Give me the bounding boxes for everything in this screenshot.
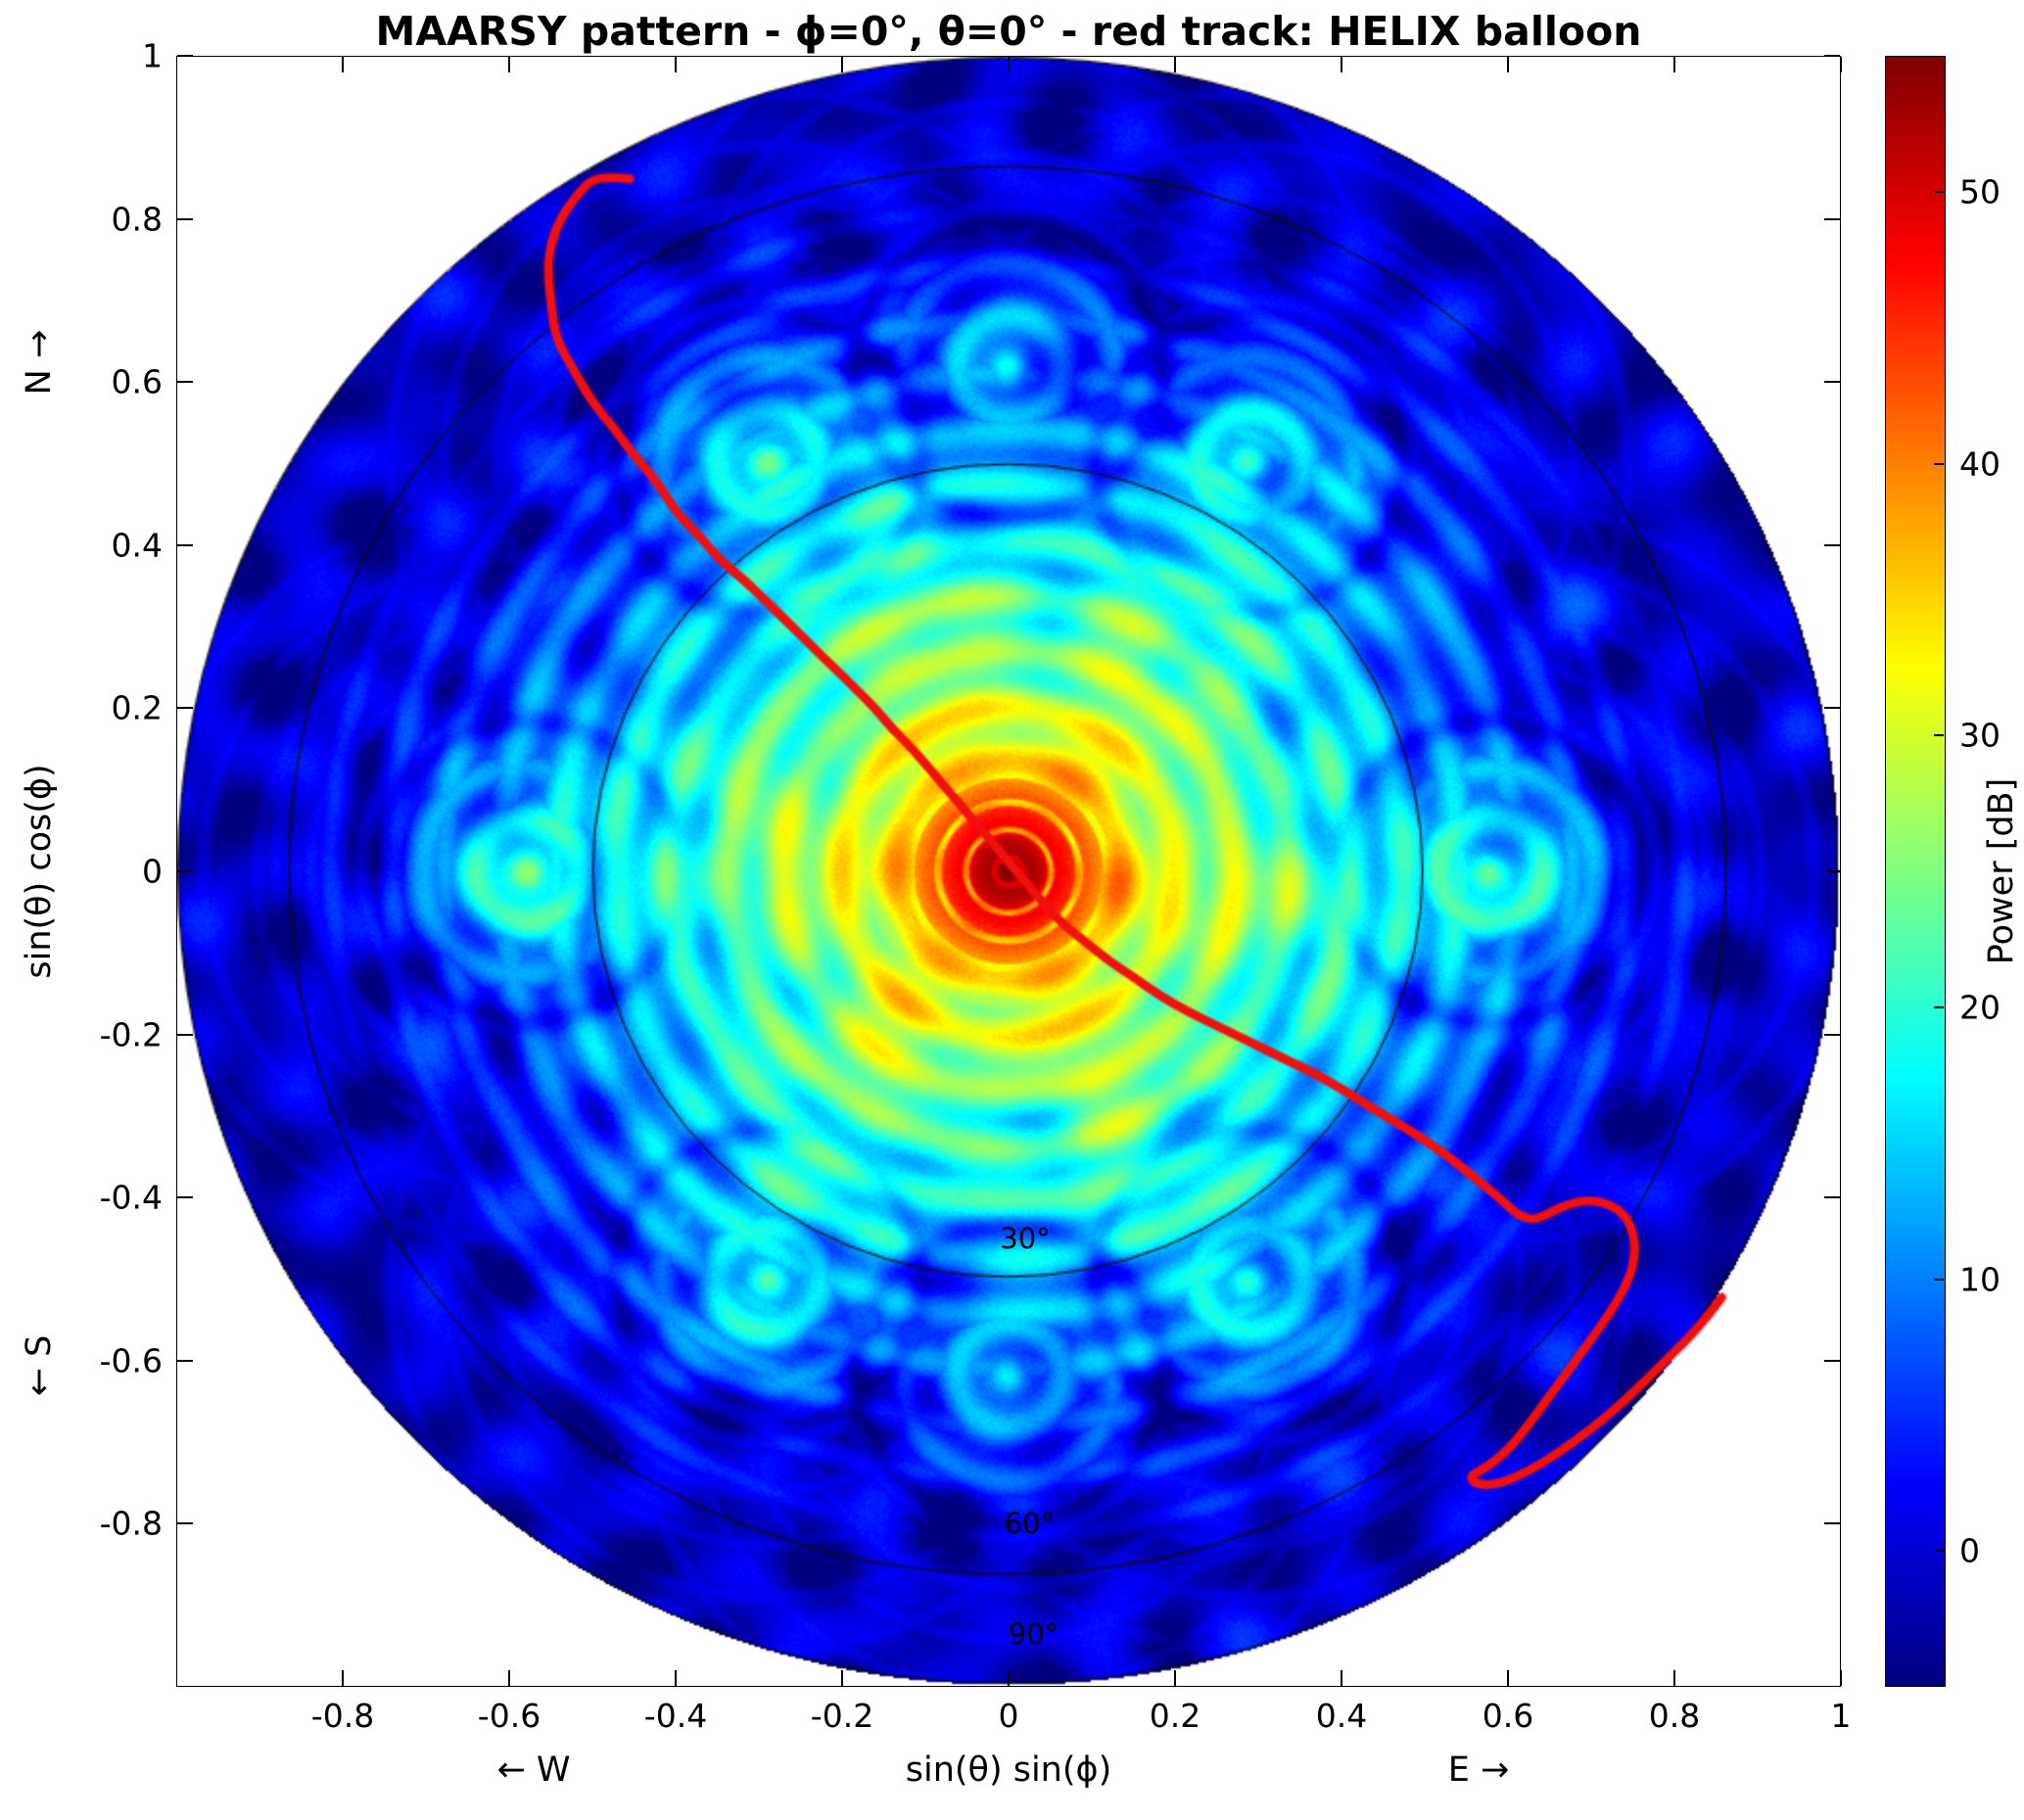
y-tick-mark <box>1824 55 1840 57</box>
x-direction-east-label: E → <box>1447 1750 1510 1790</box>
x-tick-label: 0.8 <box>1648 1697 1701 1735</box>
colorbar-tick-label: 30 <box>1959 716 2000 755</box>
elevation-circle-label: 60° <box>1004 1507 1055 1541</box>
y-tick-mark <box>177 870 193 872</box>
x-tick-label: 0.4 <box>1315 1697 1368 1735</box>
elevation-circle-label: 90° <box>1008 1616 1059 1651</box>
y-tick-mark <box>177 217 193 220</box>
colorbar-tick-mark <box>1934 190 1944 193</box>
x-tick-mark <box>508 57 510 72</box>
x-tick-mark <box>1673 1670 1675 1686</box>
x-tick-mark <box>675 57 677 72</box>
elevation-circle-label: 30° <box>1000 1221 1051 1255</box>
y-tick-mark <box>1824 1359 1840 1362</box>
y-tick-mark <box>1824 1033 1840 1036</box>
x-tick-mark <box>1174 1670 1176 1686</box>
colorbar-gradient <box>1885 56 1946 1687</box>
y-tick-label: 0.8 <box>111 200 163 239</box>
y-tick-mark <box>177 55 193 57</box>
x-tick-mark <box>342 57 344 72</box>
colorbar-tick-mark <box>1934 1278 1944 1281</box>
y-tick-label: 0.2 <box>111 688 163 727</box>
x-tick-mark <box>1840 57 1842 72</box>
x-tick-label: -0.2 <box>810 1697 874 1735</box>
colorbar-tick-label: 40 <box>1959 444 2000 483</box>
x-tick-mark <box>675 1670 677 1686</box>
x-tick-mark <box>1507 57 1509 72</box>
x-tick-mark <box>1174 57 1176 72</box>
y-direction-north-label: N → <box>20 329 59 396</box>
y-tick-mark <box>177 1033 193 1036</box>
x-axis-label: sin(θ) sin(ϕ) <box>905 1750 1112 1790</box>
colorbar-tick-mark <box>1934 1550 1944 1553</box>
colorbar-tick-label: 10 <box>1959 1260 2000 1298</box>
x-tick-label: -0.6 <box>477 1697 541 1735</box>
x-tick-mark <box>342 1670 344 1686</box>
x-tick-mark <box>508 1670 510 1686</box>
y-tick-label: -0.4 <box>99 1178 163 1217</box>
y-tick-mark <box>177 381 193 384</box>
colorbar-label: Power [dB] <box>1982 777 2021 965</box>
y-tick-mark <box>1824 870 1840 872</box>
x-tick-mark <box>1673 57 1675 72</box>
x-tick-mark <box>841 1670 843 1686</box>
y-tick-label: 0 <box>142 852 163 891</box>
x-tick-mark <box>1341 1670 1342 1686</box>
y-tick-mark <box>177 1196 193 1199</box>
plot-area <box>176 56 1841 1687</box>
x-direction-west-label: ← W <box>496 1750 571 1790</box>
x-tick-mark <box>1008 57 1010 72</box>
y-tick-label: 0.4 <box>111 526 163 565</box>
y-tick-mark <box>177 1522 193 1525</box>
y-tick-label: 0.6 <box>111 362 163 401</box>
chart-title: MAARSY pattern - ϕ=0°, θ=0° - red track:… <box>375 8 1642 55</box>
colorbar-tick-mark <box>1934 462 1944 465</box>
x-tick-mark <box>1341 57 1342 72</box>
x-tick-label: -0.4 <box>643 1697 708 1735</box>
y-tick-label: -0.8 <box>99 1504 163 1543</box>
y-direction-south-label: ← S <box>20 1334 59 1397</box>
y-tick-mark <box>177 543 193 546</box>
x-tick-mark <box>1507 1670 1509 1686</box>
y-tick-mark <box>1824 1522 1840 1525</box>
x-tick-label: 0.2 <box>1149 1697 1201 1735</box>
y-axis-label: sin(θ) cos(ϕ) <box>20 764 59 979</box>
x-tick-label: -0.8 <box>310 1697 375 1735</box>
y-tick-mark <box>1824 381 1840 384</box>
x-tick-mark <box>1008 1670 1010 1686</box>
colorbar-tick-label: 50 <box>1959 172 2000 211</box>
x-tick-label: 0.6 <box>1482 1697 1534 1735</box>
y-tick-mark <box>177 1359 193 1362</box>
y-tick-mark <box>1824 1196 1840 1199</box>
colorbar-tick-label: 0 <box>1959 1531 1980 1570</box>
colorbar-tick-mark <box>1934 734 1944 737</box>
y-tick-label: -0.2 <box>99 1015 163 1054</box>
x-tick-label: 1 <box>1830 1697 1852 1735</box>
y-tick-mark <box>1824 217 1840 220</box>
x-tick-mark <box>1840 1670 1842 1686</box>
x-tick-label: 0 <box>998 1697 1019 1735</box>
y-tick-label: 1 <box>142 36 163 75</box>
y-tick-label: -0.6 <box>99 1341 163 1380</box>
pattern-heatmap-canvas <box>177 57 1840 1686</box>
colorbar-tick-label: 20 <box>1959 988 2000 1027</box>
colorbar-tick-mark <box>1934 1005 1944 1008</box>
y-tick-mark <box>1824 707 1840 710</box>
y-tick-mark <box>177 707 193 710</box>
x-tick-mark <box>841 57 843 72</box>
y-tick-mark <box>1824 543 1840 546</box>
